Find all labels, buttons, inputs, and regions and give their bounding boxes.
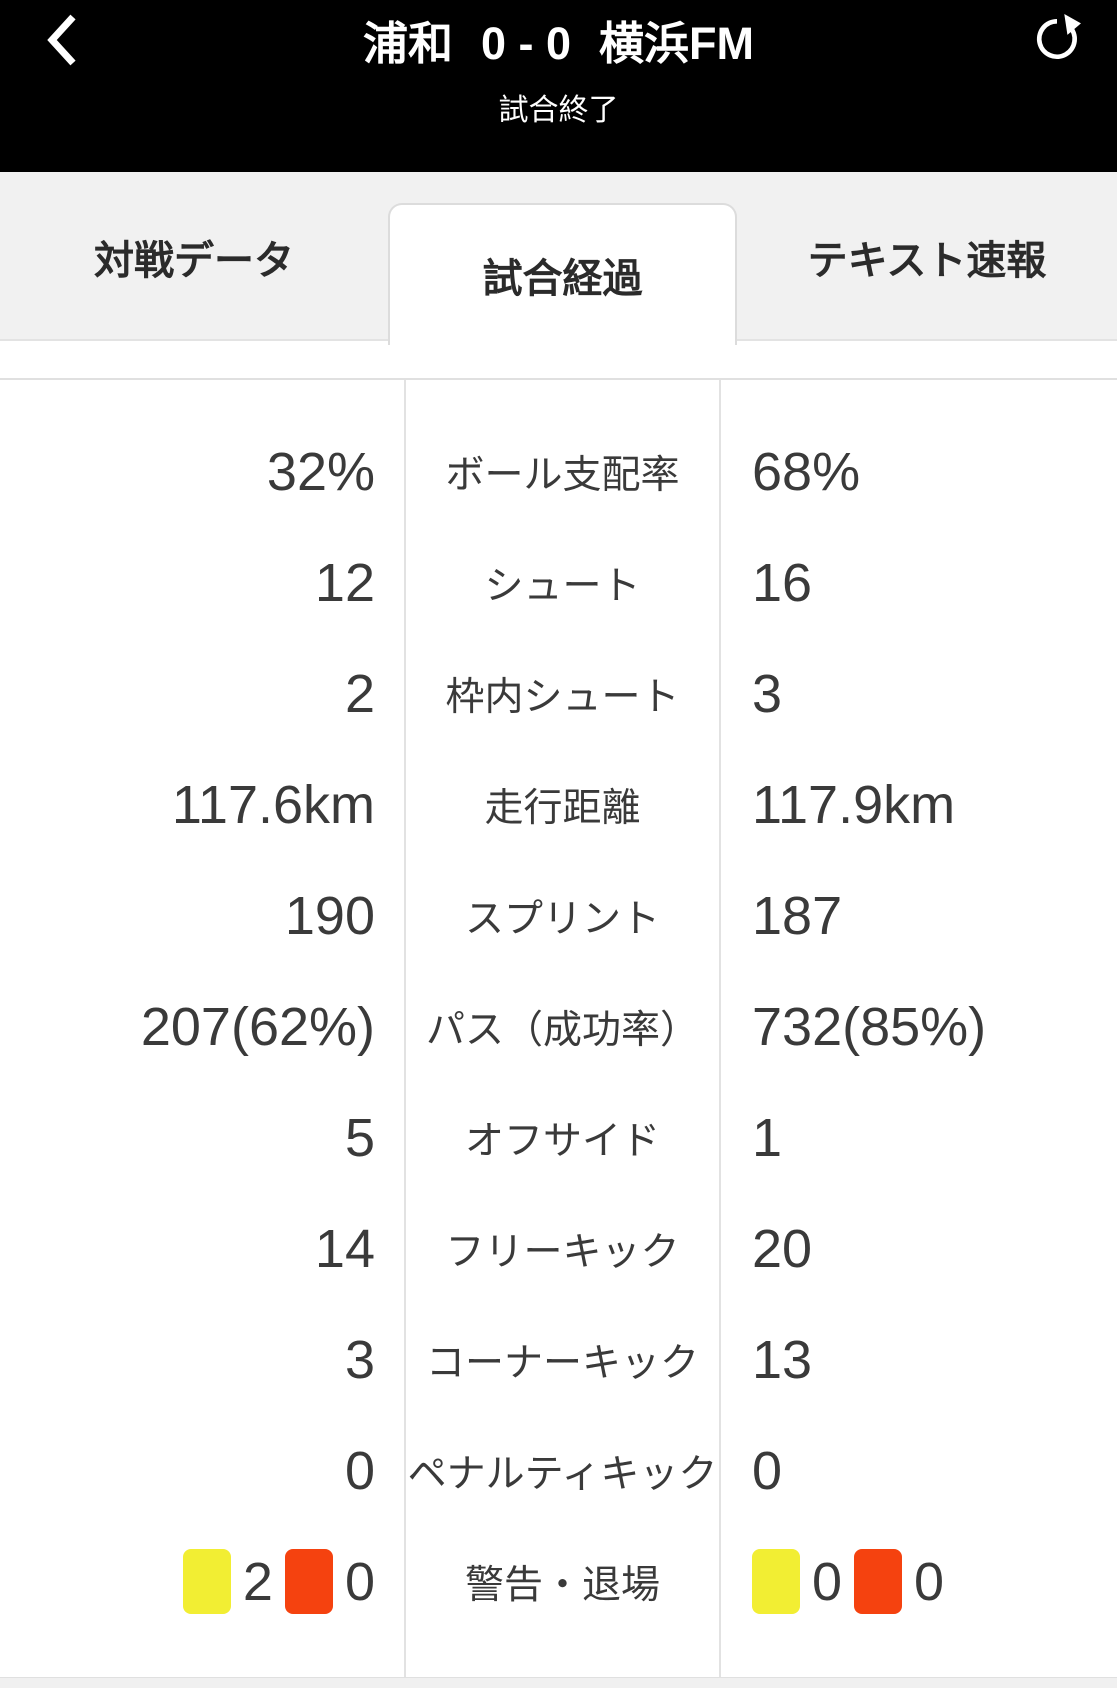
tab-text-live-label: テキスト速報 xyxy=(807,238,1047,283)
home-value: 14 xyxy=(314,1218,375,1279)
home-cards: 2 0 xyxy=(0,1549,405,1614)
home-yellow-count: 2 xyxy=(242,1551,273,1612)
refresh-button[interactable] xyxy=(1029,10,1085,70)
home-value: 0 xyxy=(344,1440,375,1501)
home-team-name: 浦和 xyxy=(362,18,453,69)
stat-label: パス（成功率） xyxy=(425,1008,699,1052)
stat-label: 警告・退場 xyxy=(464,1563,660,1607)
home-value: 32% xyxy=(266,441,375,502)
column-divider-right xyxy=(719,380,721,1679)
match-status: 試合終了 xyxy=(498,94,619,127)
away-yellow-count: 0 xyxy=(812,1551,843,1612)
tab-match-data[interactable]: 対戦データ xyxy=(0,172,388,341)
stat-label: 走行距離 xyxy=(484,786,641,830)
back-button[interactable] xyxy=(34,8,90,74)
away-team-name: 横浜FM xyxy=(599,18,755,69)
stat-row-offsides: 5 オフサイド 1 xyxy=(0,1082,1117,1193)
home-value: 12 xyxy=(314,552,375,613)
stat-label: シュート xyxy=(484,564,641,608)
yellow-card-icon xyxy=(182,1549,231,1614)
stat-row-penalty-kicks: 0 ペナルティキック 0 xyxy=(0,1415,1117,1526)
tab-match-progress[interactable]: 試合経過 xyxy=(388,203,737,345)
match-stats-table: 32% ボール支配率 68% 12 シュート 16 2 枠内シュート 3 117… xyxy=(0,378,1117,1679)
stat-row-shots: 12 シュート 16 xyxy=(0,527,1117,638)
stat-row-sprints: 190 スプリント 187 xyxy=(0,860,1117,971)
away-value: 117.9km xyxy=(752,774,956,835)
home-value: 207(62%) xyxy=(140,996,375,1057)
stat-label: スプリント xyxy=(464,897,660,941)
away-value: 68% xyxy=(752,441,861,502)
column-divider-left xyxy=(404,380,406,1679)
away-value: 20 xyxy=(752,1218,813,1279)
away-value: 187 xyxy=(752,885,843,946)
home-value: 190 xyxy=(284,885,375,946)
home-value: 3 xyxy=(344,1329,375,1390)
match-title: 浦和 0 - 0 横浜FM xyxy=(0,18,1117,70)
stat-label: オフサイド xyxy=(464,1119,660,1163)
score: 0 - 0 xyxy=(480,18,572,69)
stat-label: 枠内シュート xyxy=(445,675,680,719)
away-cards: 0 0 xyxy=(720,1549,1117,1614)
stat-row-free-kicks: 14 フリーキック 20 xyxy=(0,1193,1117,1304)
stat-row-distance: 117.6km 走行距離 117.9km xyxy=(0,749,1117,860)
stat-row-possession: 32% ボール支配率 68% xyxy=(0,416,1117,527)
stat-label: ボール支配率 xyxy=(445,453,680,497)
stat-row-cards: 2 0 警告・退場 0 0 xyxy=(0,1526,1117,1637)
home-red-count: 0 xyxy=(344,1551,375,1612)
away-value: 1 xyxy=(752,1107,783,1168)
red-card-icon xyxy=(284,1549,333,1614)
away-value: 16 xyxy=(752,552,813,613)
tab-text-live[interactable]: テキスト速報 xyxy=(737,172,1117,341)
refresh-icon xyxy=(1032,13,1082,67)
match-header: 浦和 0 - 0 横浜FM 試合終了 xyxy=(0,0,1117,172)
stat-label: コーナーキック xyxy=(425,1341,699,1385)
away-red-count: 0 xyxy=(914,1551,945,1612)
home-value: 2 xyxy=(344,663,375,724)
away-value: 3 xyxy=(752,663,783,724)
away-value: 13 xyxy=(752,1329,813,1390)
stat-label: フリーキック xyxy=(445,1230,680,1274)
away-value: 0 xyxy=(752,1440,783,1501)
tab-match-data-label: 対戦データ xyxy=(94,238,294,283)
red-card-icon xyxy=(854,1549,903,1614)
tab-bar: 対戦データ 試合経過 テキスト速報 xyxy=(0,172,1117,345)
chevron-left-icon xyxy=(45,12,79,71)
away-value: 732(85%) xyxy=(752,996,987,1057)
yellow-card-icon xyxy=(752,1549,800,1614)
bottom-strip xyxy=(0,1677,1117,1688)
stat-label: ペナルティキック xyxy=(407,1452,718,1496)
home-value: 117.6km xyxy=(171,774,375,835)
stat-row-corner-kicks: 3 コーナーキック 13 xyxy=(0,1304,1117,1415)
home-value: 5 xyxy=(344,1107,375,1168)
stat-row-shots-on-target: 2 枠内シュート 3 xyxy=(0,638,1117,749)
stat-rows: 32% ボール支配率 68% 12 シュート 16 2 枠内シュート 3 117… xyxy=(0,416,1117,1637)
tab-match-progress-label: 試合経過 xyxy=(482,257,643,301)
stat-row-passes: 207(62%) パス（成功率） 732(85%) xyxy=(0,971,1117,1082)
